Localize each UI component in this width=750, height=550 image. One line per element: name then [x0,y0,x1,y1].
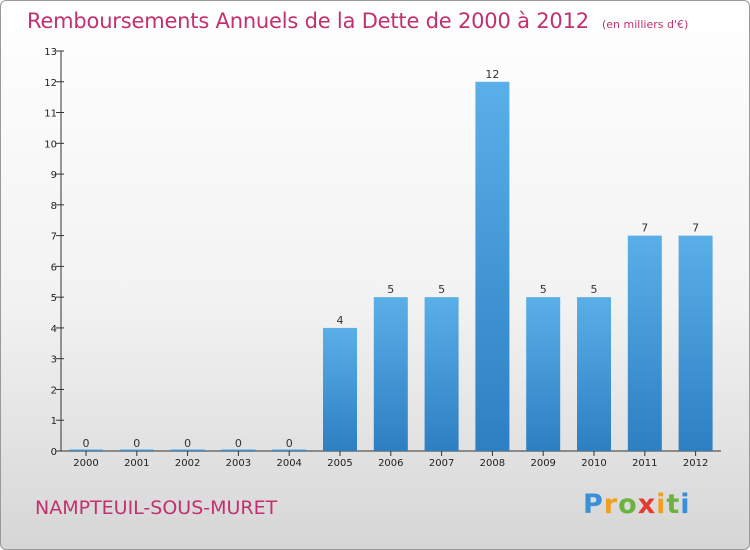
x-tick-label: 2009 [530,458,555,469]
y-tick-label: 5 [51,293,57,304]
location-label: NAMPTEUIL-SOUS-MURET [35,497,278,519]
y-tick-label: 1 [51,416,57,427]
y-tick-label: 8 [51,201,57,212]
bar [170,449,205,451]
y-tick-label: 6 [51,262,57,273]
value-label: 0 [235,437,242,450]
chart-bars [69,81,713,452]
value-label: 0 [286,437,293,450]
y-tick-label: 12 [44,78,57,89]
x-tick-label: 2005 [327,458,352,469]
y-tick-label: 2 [51,385,57,396]
bar [678,235,713,451]
proxiti-logo: Proxiti [583,489,691,520]
logo-letter: t [666,489,681,520]
y-tick-label: 13 [44,47,57,58]
value-label: 5 [591,283,598,296]
bar [577,297,611,451]
bar [627,235,662,451]
bar [526,297,561,451]
value-label: 0 [133,437,140,450]
logo-letter: o [618,489,638,520]
bar [221,449,256,451]
value-label: 0 [83,437,90,450]
value-label: 5 [387,283,394,296]
y-tick-label: 4 [51,324,57,335]
logo-letter: r [603,489,619,520]
logo-letter: P [583,489,604,520]
x-tick-label: 2003 [226,458,251,469]
x-tick-label: 2004 [276,458,301,469]
x-tick-label: 2011 [632,458,657,469]
x-tick-label: 2006 [378,458,403,469]
bar [323,327,357,451]
x-tick-label: 2000 [73,458,98,469]
logo-letter: i [656,489,667,520]
value-label: 7 [641,222,648,235]
x-tick-label: 2010 [581,458,606,469]
bar [475,81,510,452]
logo-letter: i [680,489,691,520]
value-label: 7 [692,222,699,235]
bar [424,297,459,451]
x-tick-label: 2002 [175,458,200,469]
y-tick-label: 0 [51,447,57,458]
value-label: 12 [485,68,499,81]
bar [373,297,408,451]
chart-title: Remboursements Annuels de la Dette de 20… [27,9,589,33]
value-label: 5 [438,283,445,296]
y-tick-label: 3 [51,355,57,366]
bar [272,449,307,451]
chart-unit-note: (en milliers d'€) [602,18,689,31]
y-tick-label: 9 [51,170,57,181]
y-tick-label: 10 [44,139,57,150]
x-tick-label: 2007 [429,458,454,469]
value-label: 4 [337,314,344,327]
logo-letter: x [637,489,657,520]
x-tick-label: 2008 [480,458,505,469]
y-tick-label: 11 [44,109,57,120]
value-label: 5 [540,283,547,296]
chart-title-block: Remboursements Annuels de la Dette de 20… [27,9,688,33]
x-tick-label: 2012 [683,458,708,469]
bar [119,449,154,451]
bar [69,449,103,451]
x-tick-label: 2001 [124,458,149,469]
chart-labels: 2000 0 2001 0 2002 0 2003 0 2004 0 2005 4 2006 5 2007 5… [73,68,708,469]
y-tick-label: 7 [51,232,57,243]
value-label: 0 [184,437,191,450]
